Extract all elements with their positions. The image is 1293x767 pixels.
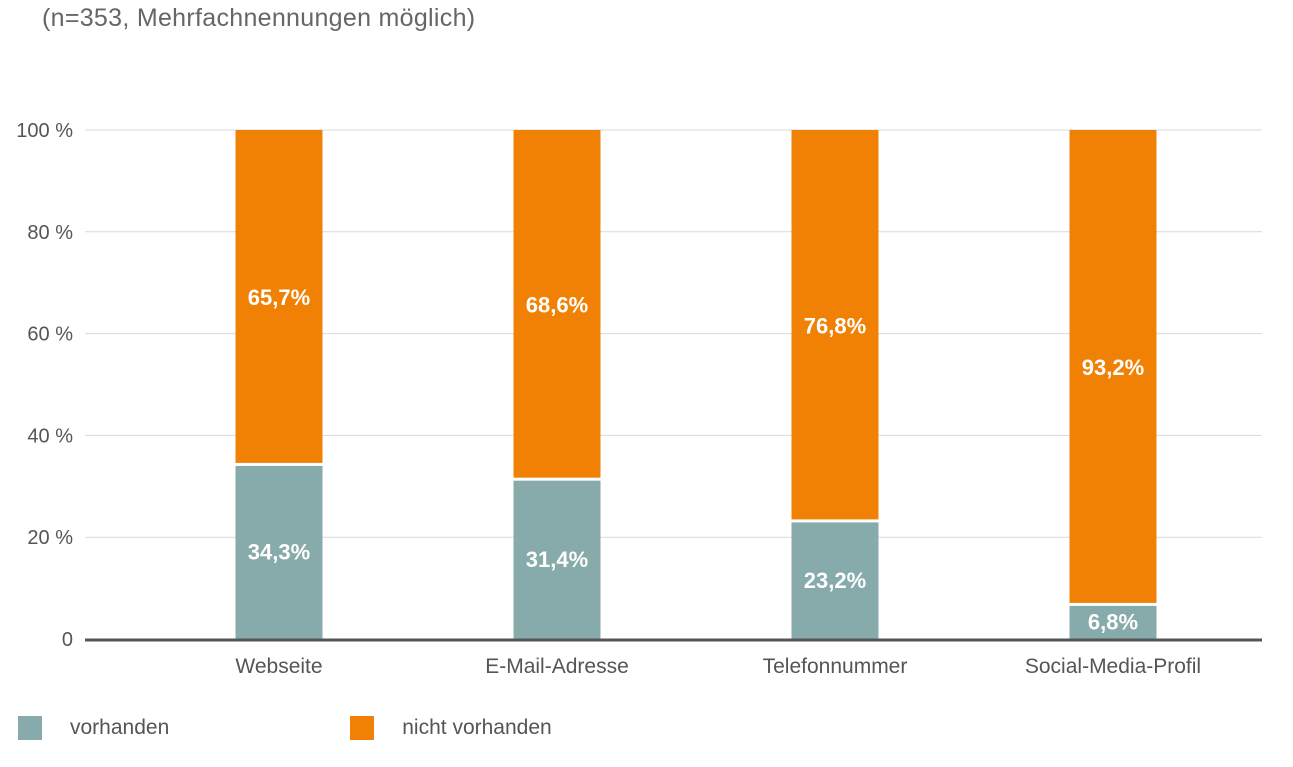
bar-segment-vorhanden — [791, 522, 879, 639]
legend-swatch-vorhanden — [18, 716, 42, 740]
y-tick-label: 20 % — [27, 527, 73, 549]
y-tick-label: 40 % — [27, 425, 73, 447]
bar-segment-vorhanden — [1069, 605, 1157, 639]
bar-segment-nicht-vorhanden — [235, 130, 323, 463]
stacked-bar-chart: 0 20 % 40 % 60 % 80 % 100 % 34,3% 65,7% 31,4% 68… — [16, 120, 1262, 678]
bar-label-nicht-vorhanden: 93,2% — [1082, 355, 1144, 380]
bar-segment-nicht-vorhanden — [513, 130, 601, 478]
bars — [235, 130, 1157, 639]
bar-label-vorhanden: 34,3% — [248, 540, 310, 565]
legend-swatch-nicht-vorhanden — [350, 716, 375, 740]
y-tick-label: 0 — [62, 629, 73, 651]
x-tick-label: E-Mail-Adresse — [485, 655, 629, 678]
x-tick-label: Telefonnummer — [763, 655, 908, 678]
y-tick-label: 100 % — [16, 120, 73, 142]
bar-label-nicht-vorhanden: 68,6% — [526, 293, 588, 318]
y-tick-label: 60 % — [27, 324, 73, 346]
bar-value-labels: 34,3% 65,7% 31,4% 68,6% 23,2% 76,8% 6,8% 93,2% — [248, 285, 1144, 634]
chart-subtitle: (n=353, Mehrfachnennungen möglich) — [42, 4, 476, 32]
x-tick-label: Social-Media-Profil — [1025, 655, 1201, 678]
legend-item-vorhanden: vorhanden — [18, 716, 169, 740]
legend: vorhanden nicht vorhanden — [18, 714, 552, 742]
x-tick-label: Webseite — [235, 655, 322, 678]
bar-label-vorhanden: 6,8% — [1088, 610, 1138, 635]
y-axis-ticks: 0 20 % 40 % 60 % 80 % 100 % — [16, 120, 73, 651]
bar-label-nicht-vorhanden: 76,8% — [804, 313, 866, 338]
bar-segment-vorhanden — [513, 480, 601, 639]
bar-segment-vorhanden — [235, 465, 323, 639]
legend-label-nicht-vorhanden: nicht vorhanden — [402, 716, 552, 739]
bar-label-vorhanden: 23,2% — [804, 568, 866, 593]
bar-segment-nicht-vorhanden — [1069, 130, 1157, 603]
bar-segment-nicht-vorhanden — [791, 130, 879, 520]
bar-label-vorhanden: 31,4% — [526, 547, 588, 572]
y-tick-label: 80 % — [27, 222, 73, 244]
legend-label-vorhanden: vorhanden — [70, 716, 170, 739]
legend-item-nicht-vorhanden: nicht vorhanden — [350, 716, 552, 740]
x-axis-ticks: Webseite E-Mail-Adresse Telefonnummer Socia… — [235, 655, 1201, 678]
bar-label-nicht-vorhanden: 65,7% — [248, 285, 310, 310]
